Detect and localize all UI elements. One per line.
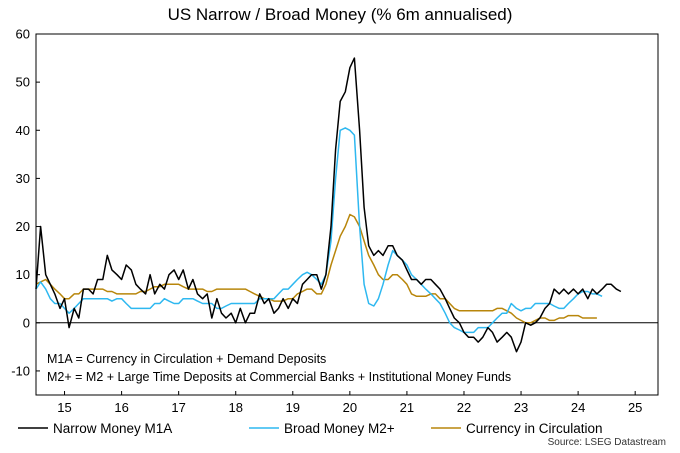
annotation-m2plus: M2+ = M2 + Large Time Deposits at Commer… [47, 370, 511, 384]
legend-label-narrow-money-m1a: Narrow Money M1A [53, 421, 172, 436]
x-tick-label: 20 [343, 400, 357, 415]
x-tick-label: 18 [228, 400, 242, 415]
series-line-broad-money-m2 [35, 127, 603, 334]
legend-label-currency-in-circulation: Currency in Circulation [466, 421, 603, 436]
y-tick-label: 20 [16, 219, 30, 234]
legend: Narrow Money M1A Broad Money M2+ Currency … [18, 421, 603, 436]
y-tick-label: 10 [16, 267, 30, 282]
y-axis: -10 0 10 20 30 40 50 60 [11, 27, 40, 378]
x-tick-label: 15 [57, 400, 71, 415]
y-tick-label: 50 [16, 75, 30, 90]
plot-area-frame [35, 33, 659, 396]
x-tick-label: 17 [171, 400, 185, 415]
y-tick-label: -10 [11, 363, 30, 378]
legend-label-broad-money-m2: Broad Money M2+ [284, 421, 395, 436]
x-tick-label: 16 [114, 400, 128, 415]
source-note: Source: LSEG Datastream [548, 437, 666, 448]
annotation-m1a: M1A = Currency in Circulation + Demand D… [47, 352, 326, 366]
y-tick-label: 30 [16, 171, 30, 186]
x-tick-label: 22 [457, 400, 471, 415]
x-tick-label: 24 [571, 400, 585, 415]
x-axis: 15 16 17 18 19 20 21 22 23 24 25 [57, 391, 642, 415]
x-tick-label: 23 [514, 400, 528, 415]
series-line-narrow-money-m1a [35, 57, 622, 353]
chart-title: US Narrow / Broad Money (% 6m annualised… [168, 5, 513, 24]
x-tick-label: 21 [400, 400, 414, 415]
y-tick-label: 0 [23, 315, 30, 330]
series-group [35, 57, 622, 353]
series-line-currency-in-circulation [35, 213, 597, 324]
x-tick-label: 25 [628, 400, 642, 415]
y-tick-label: 40 [16, 123, 30, 138]
y-tick-label: 60 [16, 27, 30, 42]
x-tick-label: 19 [286, 400, 300, 415]
